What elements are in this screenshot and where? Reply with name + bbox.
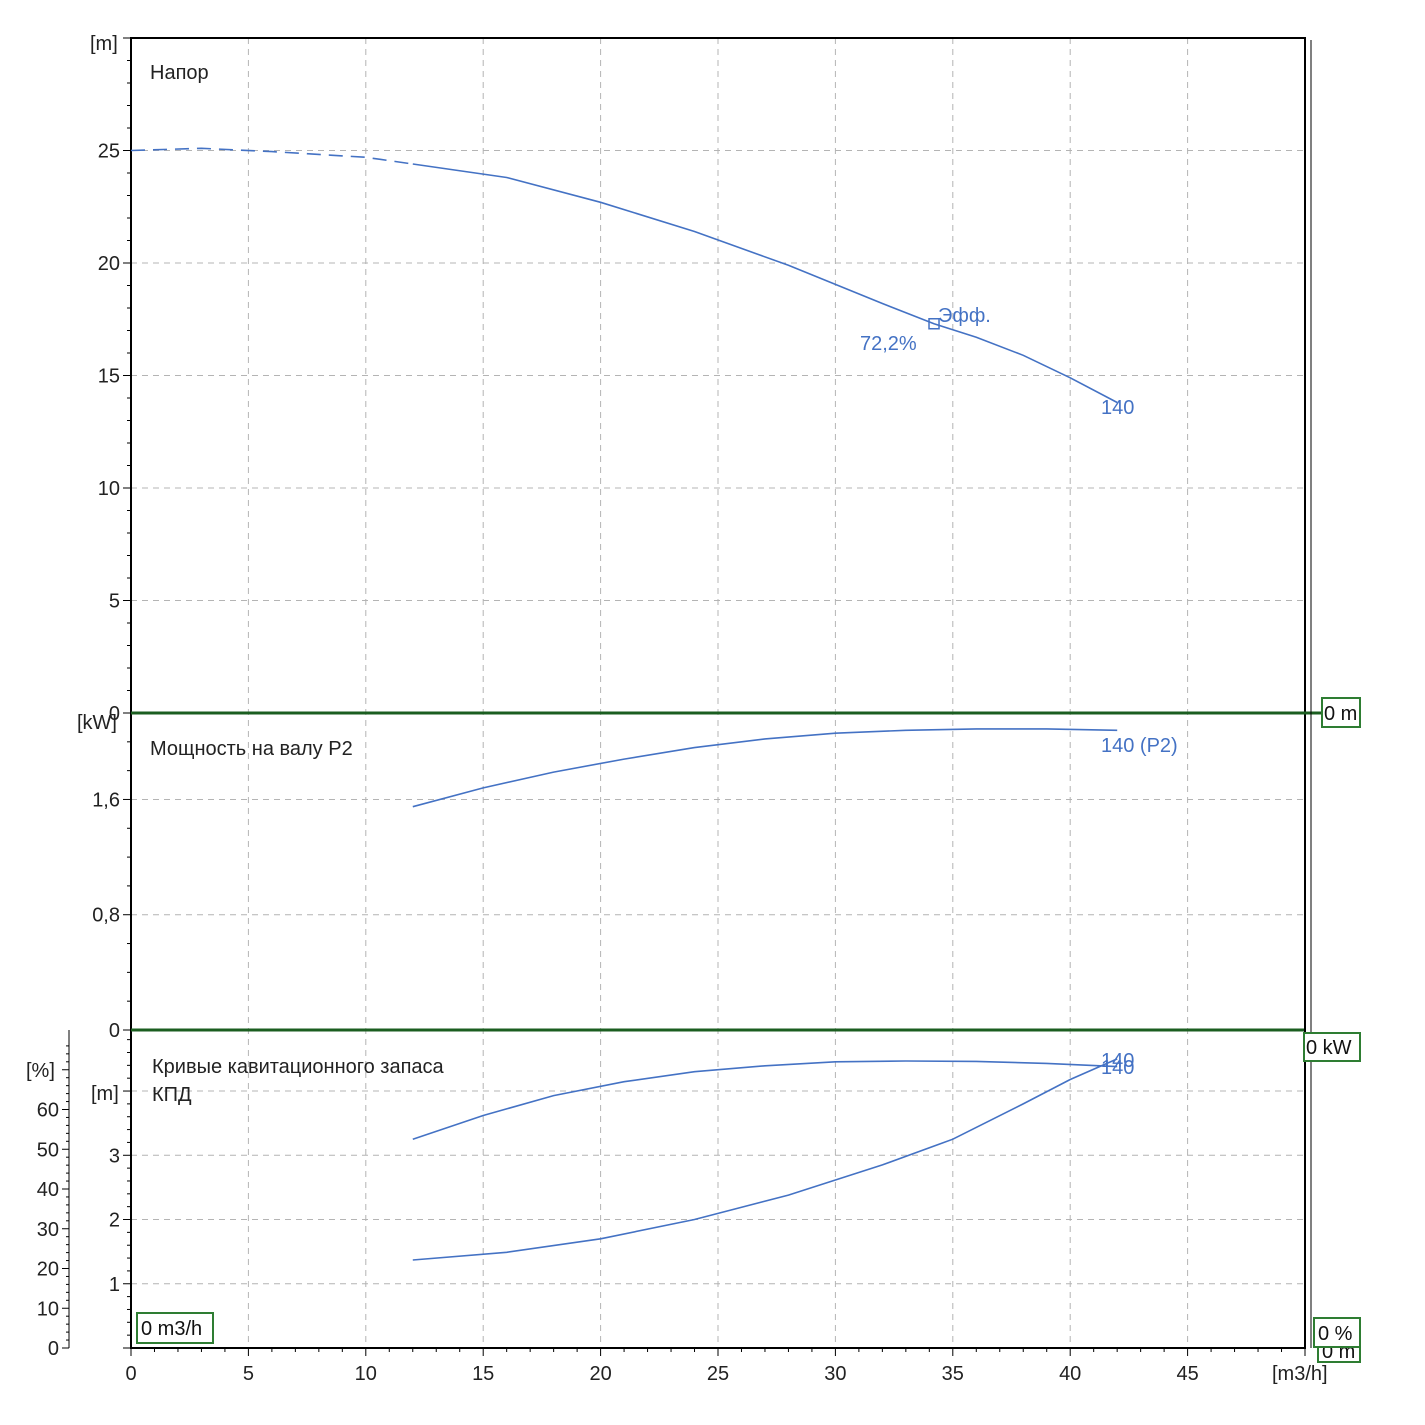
power-tick-label: 0	[109, 1020, 120, 1042]
head-zero-box: 0 m	[1321, 697, 1361, 728]
head-tick-label: 0	[109, 703, 120, 725]
power-panel-title: Мощность на валу P2	[150, 738, 353, 760]
npsh-panel-title: Кривые кавитационного запаса	[152, 1056, 445, 1078]
x-tick-label: 30	[824, 1363, 846, 1385]
percent-tick-label: 10	[37, 1298, 59, 1320]
efficiency-panel-title: КПД	[152, 1084, 192, 1106]
x-tick-label: 45	[1176, 1363, 1198, 1385]
svg-text:0 m: 0 m	[1324, 703, 1357, 725]
efficiency-curve-140	[412, 1060, 1118, 1141]
power-tick-label: 0,8	[92, 905, 120, 927]
power-curve-label: 140 (P2)	[1101, 735, 1178, 757]
npsh-m-axis-unit: [m]	[91, 1083, 119, 1105]
head-axis-unit: [m]	[90, 33, 118, 55]
x-tick-label: 40	[1059, 1363, 1081, 1385]
x-tick-label: 5	[243, 1363, 254, 1385]
svg-text:0 %: 0 %	[1318, 1323, 1353, 1345]
head-tick-label: 15	[98, 366, 120, 388]
npsh-m-tick-label: 3	[109, 1145, 120, 1167]
percent-axis-unit: [%]	[26, 1060, 55, 1082]
x-tick-label: 0	[125, 1363, 136, 1385]
head-tick-label: 20	[98, 253, 120, 275]
efficiency-point-label: Эфф.	[938, 305, 991, 327]
x-tick-label: 35	[942, 1363, 964, 1385]
percent-tick-label: 0	[48, 1338, 59, 1360]
power-axis-unit: [kW]	[77, 712, 117, 734]
x-tick-label: 20	[589, 1363, 611, 1385]
percent-tick-label: 50	[37, 1139, 59, 1161]
percent-tick-label: 60	[37, 1100, 59, 1122]
npsh-m-tick-label: 2	[109, 1210, 120, 1232]
grid-layer	[131, 38, 1305, 1348]
head-curve-dashed	[130, 147, 413, 165]
head-tick-label: 5	[109, 591, 120, 613]
svg-text:0 kW: 0 kW	[1306, 1037, 1352, 1059]
x-tick-label: 25	[707, 1363, 729, 1385]
curve-layer	[130, 147, 1118, 1261]
percent-tick-label: 40	[37, 1179, 59, 1201]
efficiency-curve-label: 140	[1101, 1050, 1134, 1072]
efficiency-point-value: 72,2%	[860, 333, 917, 355]
head-tick-label: 25	[98, 141, 120, 163]
head-panel-title: Напор	[150, 62, 209, 84]
x-axis-unit: [m3/h]	[1272, 1363, 1328, 1385]
percent-zero-box: 0 %	[1313, 1317, 1361, 1348]
percent-tick-label: 20	[37, 1259, 59, 1281]
power-curve-140	[412, 728, 1118, 808]
head-curve-label: 140	[1101, 397, 1134, 419]
npsh-m-tick-label: 1	[109, 1274, 120, 1296]
x-tick-label: 15	[472, 1363, 494, 1385]
npsh-curve-label: 140	[1101, 1057, 1134, 1079]
head-tick-label: 10	[98, 478, 120, 500]
flow-zero-box: 0 m3/h	[136, 1312, 214, 1344]
percent-tick-label: 30	[37, 1219, 59, 1241]
npsh-curve-140	[412, 1058, 1118, 1261]
head-curve-140	[412, 163, 1118, 404]
axis-layer: 0 5 10 15 20 25 30 35 40 45051015202500,81,612301…	[37, 37, 1322, 1385]
svg-text:0 m3/h: 0 m3/h	[141, 1318, 202, 1340]
power-tick-label: 1,6	[92, 789, 120, 811]
power-zero-box: 0 kW	[1303, 1032, 1361, 1062]
efficiency-point-marker	[928, 318, 940, 330]
x-tick-label: 10	[355, 1363, 377, 1385]
